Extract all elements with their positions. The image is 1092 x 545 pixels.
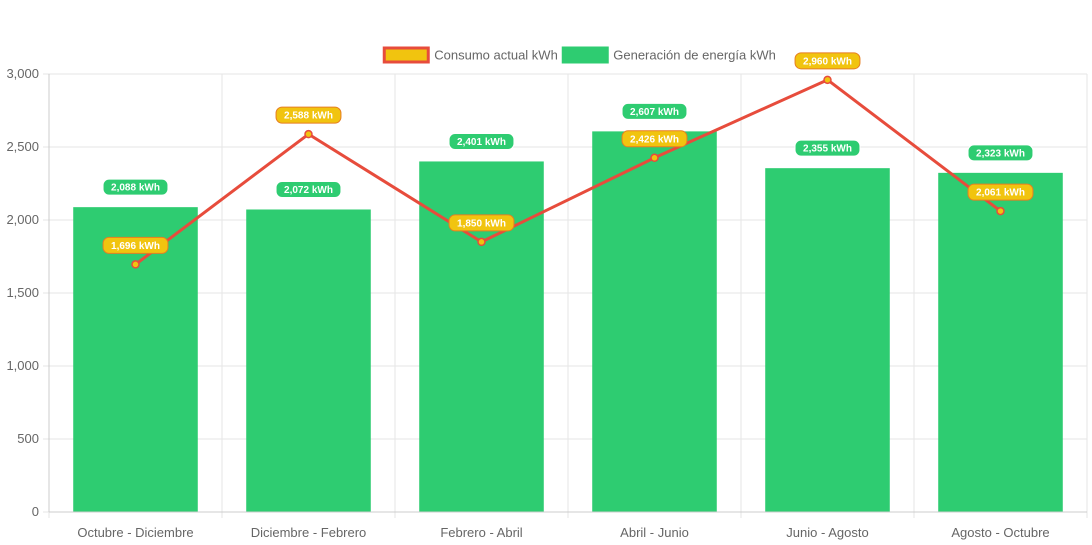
line-data-label: 1,850 kWh [448,214,515,232]
line-data-label-box [102,236,169,254]
bar-data-label-text: 2,323 kWh [976,148,1025,159]
bar-data-label-box [275,180,342,198]
line-data-label-box [275,106,342,124]
bar-data-label-box [621,102,688,120]
line-series [131,75,1005,269]
legend-label: Consumo actual kWh [434,48,558,63]
y-tick-label: 1,500 [6,285,39,300]
x-tick-label: Junio - Agosto [786,525,868,540]
legend-swatch [382,46,430,64]
bar-data-label-box [102,178,169,196]
y-tick-label: 0 [32,504,39,519]
x-tick-label: Febrero - Abril [440,525,522,540]
line-data-label-box [621,130,688,148]
bar[interactable] [938,172,1063,513]
x-tick-label: Octubre - Diciembre [77,525,193,540]
bar-data-label-text: 2,088 kWh [111,183,160,194]
line-point[interactable] [996,206,1005,216]
line-data-label-box [448,214,515,232]
x-tick-label: Agosto - Octubre [951,525,1049,540]
line-point[interactable] [650,153,659,163]
bar-data-label: 2,401 kWh [448,132,515,150]
bar-data-label-box [448,132,515,150]
grid [43,73,1088,518]
bar-data-label: 2,323 kWh [967,144,1034,162]
line-data-label-text: 2,588 kWh [284,111,333,122]
y-tick-label: 2,500 [6,139,39,154]
line-data-label: 2,426 kWh [621,130,688,148]
line-data-label-box [794,52,861,70]
legend-label: Generación de energía kWh [613,48,776,63]
line-point[interactable] [131,260,140,269]
line-path [134,78,1002,266]
line-data-label: 1,696 kWh [102,236,169,254]
line-data-label-text: 1,696 kWh [111,241,160,252]
line-point[interactable] [823,75,832,85]
line-data-label-box [967,183,1034,201]
line-point[interactable] [304,129,313,139]
legend-item[interactable]: Generación de energía kWh [561,46,776,64]
legend-item[interactable]: Consumo actual kWh [382,46,558,64]
legend-swatch [561,46,609,64]
bar-data-label-box [794,139,861,157]
data-labels: 2,088 kWh 2,072 kWh 2,401 kWh 2,607 kWh 2,35… [102,52,1034,254]
y-tick-label: 1,000 [6,358,39,373]
line-data-label-text: 1,850 kWh [457,218,506,229]
bar-data-label-text: 2,607 kWh [630,107,679,118]
bar-data-label-box [967,144,1034,162]
bar[interactable] [246,209,371,512]
bar-data-label-text: 2,401 kWh [457,137,506,148]
bar-data-label: 2,072 kWh [275,180,342,198]
line-point[interactable] [477,237,486,247]
x-tick-label: Diciembre - Febrero [251,525,367,540]
line-data-label-text: 2,061 kWh [976,188,1025,199]
y-tick-label: 2,000 [6,212,39,227]
line-data-label-text: 2,960 kWh [803,56,852,67]
bar-data-label: 2,088 kWh [102,178,169,196]
axes: 0 500 1,000 1,500 2,000 2,500 3,000 Octubre - D… [6,66,1087,540]
bar[interactable] [73,207,198,513]
y-tick-label: 3,000 [6,66,39,81]
bar[interactable] [592,131,717,513]
bar-data-label: 2,607 kWh [621,102,688,120]
legend[interactable]: Consumo actual kWh Generación de energía … [382,46,776,64]
line-data-label: 2,588 kWh [275,106,342,124]
bar-data-label-text: 2,072 kWh [284,185,333,196]
line-data-label: 2,061 kWh [967,183,1034,201]
bar-series [73,131,1063,513]
bar-data-label: 2,355 kWh [794,139,861,157]
line-data-label: 2,960 kWh [794,52,861,70]
bar-data-label-text: 2,355 kWh [803,144,852,155]
y-tick-label: 500 [17,431,39,446]
x-tick-label: Abril - Junio [620,525,689,540]
line-data-label-text: 2,426 kWh [630,134,679,145]
bar[interactable] [765,168,890,513]
